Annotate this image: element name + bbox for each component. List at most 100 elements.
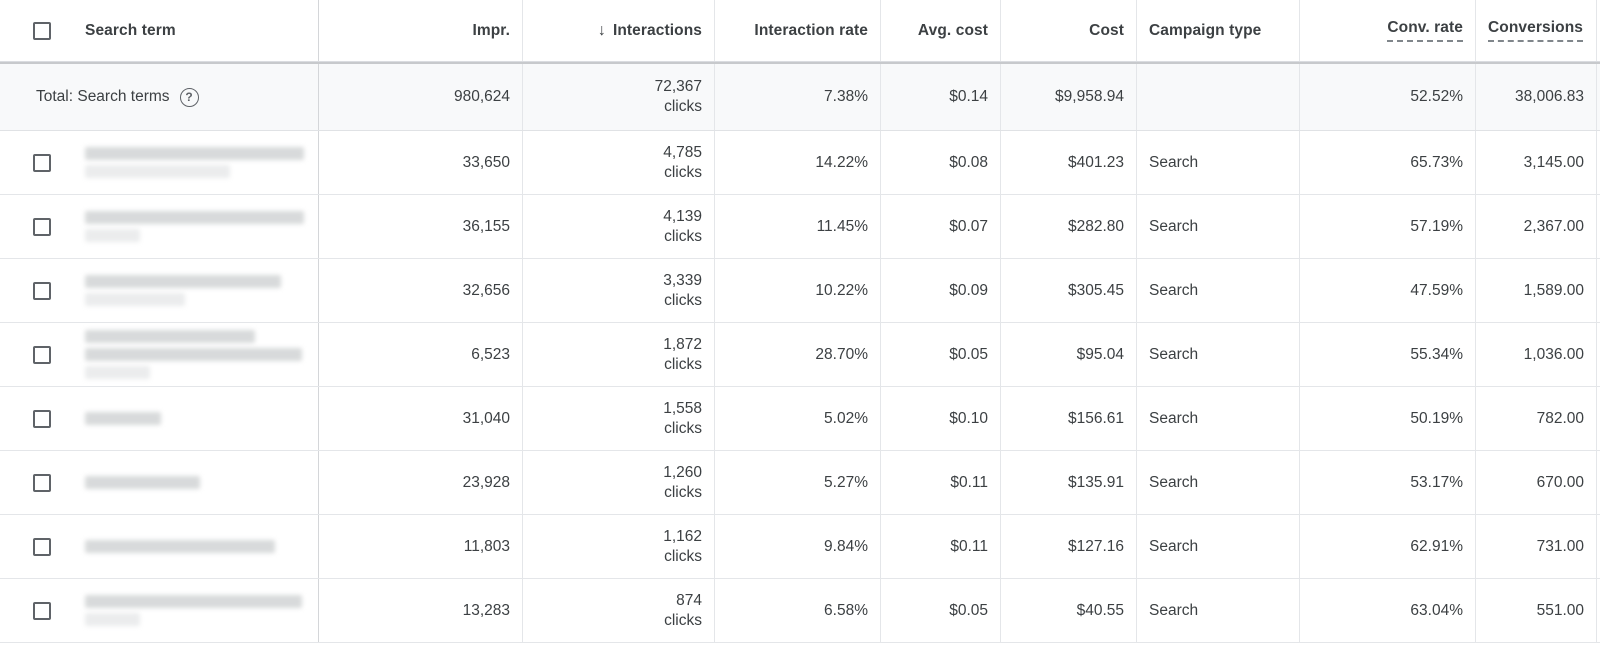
interactions-unit: clicks (664, 355, 702, 373)
total-interactions-value: 72,367 (654, 78, 702, 95)
conversions-cell: 1,589.00 (1475, 259, 1596, 322)
overflow-column-sliver (1596, 131, 1600, 194)
interaction-rate-cell: 9.84% (714, 515, 880, 578)
overflow-column-sliver (1596, 515, 1600, 578)
impr-cell: 13,283 (318, 579, 522, 642)
interactions-value: 1,872 (663, 335, 702, 353)
row-checkbox[interactable] (33, 345, 51, 364)
avg-cost-cell: $0.09 (880, 259, 1000, 322)
total-impr-cell: 980,624 (318, 64, 522, 130)
redacted-text-line (85, 540, 275, 553)
redacted-text-line (85, 147, 304, 160)
search-term-cell (0, 579, 318, 642)
row-checkbox[interactable] (33, 281, 51, 300)
header-label-conversions[interactable]: Conversions (1488, 19, 1583, 42)
interactions-unit: clicks (664, 483, 702, 501)
redacted-text-line (85, 229, 140, 242)
row-checkbox[interactable] (33, 473, 51, 492)
total-row: Total: Search terms ? 980,624 72,367 cli… (0, 62, 1600, 131)
select-all-checkbox[interactable] (33, 21, 51, 40)
redacted-text-line (85, 330, 255, 343)
interactions-cell: 1,260 clicks (522, 451, 714, 514)
conv-rate-cell: 50.19% (1299, 387, 1475, 450)
impr-cell: 6,523 (318, 323, 522, 386)
sort-descending-icon: ↓ (597, 21, 606, 39)
campaign-type-cell: Search (1136, 131, 1299, 194)
search-term-cell (0, 387, 318, 450)
impr-cell: 32,656 (318, 259, 522, 322)
redacted-search-term (85, 451, 318, 514)
conversions-cell: 551.00 (1475, 579, 1596, 642)
table-row: 6,523 1,872 clicks 28.70% $0.05 $95.04 S… (0, 323, 1600, 387)
avg-cost-cell: $0.10 (880, 387, 1000, 450)
interactions-cell: 1,162 clicks (522, 515, 714, 578)
header-label-conv-rate[interactable]: Conv. rate (1387, 19, 1463, 42)
redacted-text-line (85, 165, 230, 178)
row-checkbox[interactable] (33, 537, 51, 556)
row-checkbox[interactable] (33, 153, 51, 172)
conv-rate-cell: 63.04% (1299, 579, 1475, 642)
total-interactions-cell: 72,367 clicks (522, 64, 714, 130)
overflow-column-sliver (1596, 387, 1600, 450)
overflow-column-sliver (1596, 259, 1600, 322)
header-cell-conv-rate: Conv. rate (1299, 0, 1475, 61)
interaction-rate-cell: 14.22% (714, 131, 880, 194)
campaign-type-cell: Search (1136, 451, 1299, 514)
cost-cell: $401.23 (1000, 131, 1136, 194)
cost-cell: $156.61 (1000, 387, 1136, 450)
impr-cell: 36,155 (318, 195, 522, 258)
cost-cell: $127.16 (1000, 515, 1136, 578)
header-label-interactions[interactable]: Interactions (612, 21, 702, 39)
impr-cell: 31,040 (318, 387, 522, 450)
table-row: 33,650 4,785 clicks 14.22% $0.08 $401.23… (0, 131, 1600, 195)
header-cell-interactions: ↓ Interactions (522, 0, 714, 61)
redacted-text-line (85, 293, 185, 306)
overflow-column-sliver (1596, 64, 1600, 130)
interactions-value: 3,339 (663, 271, 702, 289)
conv-rate-cell: 53.17% (1299, 451, 1475, 514)
header-label-search-term[interactable]: Search term (85, 21, 176, 39)
header-cell-avg-cost: Avg. cost (880, 0, 1000, 61)
interactions-cell: 1,872 clicks (522, 323, 714, 386)
conversions-cell: 782.00 (1475, 387, 1596, 450)
redacted-text-line (85, 348, 302, 361)
interactions-cell: 4,139 clicks (522, 195, 714, 258)
row-checkbox[interactable] (33, 217, 51, 236)
interaction-rate-cell: 11.45% (714, 195, 880, 258)
header-label-campaign-type[interactable]: Campaign type (1149, 21, 1262, 39)
search-term-cell (0, 515, 318, 578)
overflow-column-sliver (1596, 579, 1600, 642)
redacted-text-line (85, 366, 150, 379)
conversions-cell: 731.00 (1475, 515, 1596, 578)
interactions-value: 1,558 (663, 399, 702, 417)
redacted-search-term (85, 323, 318, 386)
row-checkbox[interactable] (33, 409, 51, 428)
search-term-cell (0, 451, 318, 514)
table-row: 23,928 1,260 clicks 5.27% $0.11 $135.91 … (0, 451, 1600, 515)
total-label-cell: Total: Search terms ? (0, 64, 318, 130)
cost-cell: $305.45 (1000, 259, 1136, 322)
conversions-cell: 2,367.00 (1475, 195, 1596, 258)
row-checkbox[interactable] (33, 601, 51, 620)
help-icon[interactable]: ? (179, 87, 199, 107)
interactions-cell: 874 clicks (522, 579, 714, 642)
header-label-avg-cost[interactable]: Avg. cost (917, 21, 988, 39)
header-label-impr[interactable]: Impr. (472, 21, 510, 39)
redacted-search-term (85, 195, 318, 258)
redacted-text-line (85, 476, 200, 489)
impr-cell: 33,650 (318, 131, 522, 194)
total-interactions-unit: clicks (664, 98, 702, 115)
search-term-cell (0, 195, 318, 258)
header-label-cost[interactable]: Cost (1089, 21, 1124, 39)
table-row: 36,155 4,139 clicks 11.45% $0.07 $282.80… (0, 195, 1600, 259)
redacted-search-term (85, 259, 318, 322)
avg-cost-cell: $0.11 (880, 515, 1000, 578)
search-term-cell (0, 131, 318, 194)
total-label: Total: Search terms (36, 88, 170, 105)
interactions-value: 874 (676, 591, 702, 609)
redacted-text-line (85, 211, 304, 224)
campaign-type-cell: Search (1136, 515, 1299, 578)
campaign-type-cell: Search (1136, 195, 1299, 258)
total-conv-rate-cell: 52.52% (1299, 64, 1475, 130)
header-label-interaction-rate[interactable]: Interaction rate (754, 21, 868, 39)
